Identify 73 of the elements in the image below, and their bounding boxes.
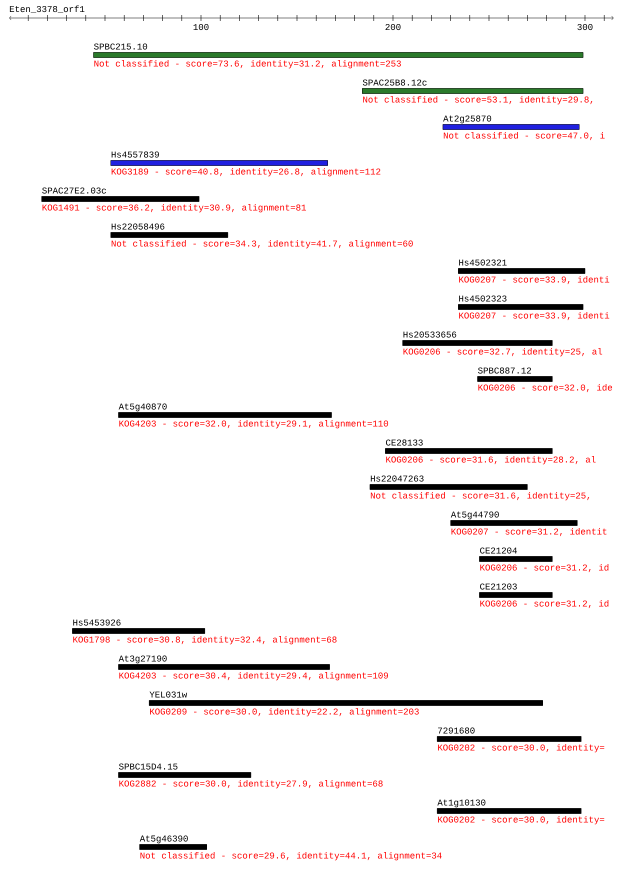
y-tick-label: Hs22058496 (112, 223, 164, 230)
bar (385, 448, 553, 454)
y-tick-label: Hs4502323 (459, 295, 507, 302)
annotation: Not classified - score=31.6, identity=25, (370, 492, 590, 500)
y-tick-label: SPBC887.12 (478, 367, 532, 374)
y-tick-label: CE28133 (386, 439, 423, 446)
annotation: KOG0202 - score=30.0, identity= (438, 744, 604, 752)
annotation: Not classified - score=34.3, identity=41.7, alignment=60 (112, 240, 413, 248)
annotation: KOG0206 - score=32.0, ide (478, 384, 612, 392)
annotation: Not classified - score=53.1, identity=29.8, (363, 96, 592, 104)
y-tick-label: 7291680 (438, 727, 475, 734)
bar (450, 520, 578, 526)
y-tick-label: CE21204 (480, 547, 517, 554)
annotation: KOG0206 - score=31.6, identity=28.2, al (386, 456, 596, 464)
annotation: KOG0202 - score=30.0, identity= (438, 816, 604, 824)
annotation: KOG3189 - score=40.8, identity=26.8, alignment=112 (112, 168, 380, 176)
annotation: KOG0206 - score=31.2, id (480, 600, 608, 608)
y-tick-label: At5g44790 (450, 511, 499, 520)
bar (93, 52, 584, 58)
y-tick-label: SPBC15D4.15 (118, 763, 178, 770)
bar (118, 412, 332, 418)
annotation: Not classified - score=29.6, identity=44.1, alignment=34 (140, 852, 442, 860)
x-tick-label: 100 (194, 24, 209, 30)
bar (118, 772, 252, 778)
bar (477, 376, 553, 382)
annotation: Not classified - score=47.0, i (444, 132, 605, 140)
annotation: KOG2882 - score=30.0, identity=27.9, alignment=68 (119, 780, 383, 788)
annotation: KOG0207 - score=31.2, identit (452, 528, 606, 536)
bar (479, 592, 553, 598)
annotation: KOG0207 - score=33.9, identi (459, 312, 610, 320)
annotation: KOG0207 - score=33.9, identi (459, 276, 610, 284)
bar (479, 556, 553, 562)
annotation: KOG0206 - score=32.7, identity=25, al (404, 348, 602, 356)
chart-title: Eten_3378_orf1 (10, 5, 84, 13)
bar (458, 268, 586, 274)
bar (402, 340, 553, 346)
annotation: KOG0209 - score=30.0, identity=22.2, alignment=203 (150, 708, 419, 716)
annotation: KOG4203 - score=30.4, identity=29.4, alignment=109 (119, 672, 388, 680)
y-tick-label: Hs22047263 (370, 475, 424, 482)
bar (436, 736, 582, 742)
bar (362, 88, 584, 94)
y-tick-label: CE21203 (480, 583, 517, 590)
y-tick-label: At1g10130 (437, 799, 486, 808)
x-tick-label: 200 (386, 24, 401, 30)
y-tick-label: At5g40870 (118, 403, 167, 412)
y-tick-label: At3g27190 (118, 655, 167, 664)
y-tick-label: SPAC27E2.03c (42, 187, 106, 194)
bar (110, 160, 328, 166)
x-tick-label: 300 (577, 24, 593, 30)
y-tick-label: SPBC215.10 (94, 43, 148, 50)
bar (41, 196, 200, 202)
annotation: KOG1798 - score=30.8, identity=32.4, alignment=68 (73, 636, 337, 644)
annotation: KOG4203 - score=32.0, identity=29.1, alignment=110 (119, 420, 388, 428)
y-tick-label: Hs5453926 (73, 619, 121, 626)
y-tick-label: Hs4502321 (459, 259, 507, 266)
bar (139, 844, 208, 850)
y-tick-label: YEL031w (150, 691, 188, 698)
y-tick-label: Hs4557839 (112, 151, 159, 158)
y-tick-label: Hs20533656 (404, 331, 456, 338)
bar (110, 232, 228, 238)
bar (370, 484, 528, 490)
annotation: KOG1491 - score=36.2, identity=30.9, alignment=81 (42, 204, 306, 212)
bar (436, 808, 582, 814)
bar (118, 664, 330, 670)
annotation: Not classified - score=73.6, identity=31.2, alignment=253 (94, 60, 401, 68)
y-tick-label: At2g25870 (443, 115, 492, 124)
y-tick-label: SPAC25B8.12c (362, 79, 427, 86)
bar (442, 124, 580, 130)
bar (148, 700, 544, 706)
annotation: KOG0206 - score=31.2, id (480, 564, 608, 572)
bar (72, 628, 206, 634)
bar (458, 304, 584, 310)
y-tick-label: At5g46390 (140, 835, 188, 844)
